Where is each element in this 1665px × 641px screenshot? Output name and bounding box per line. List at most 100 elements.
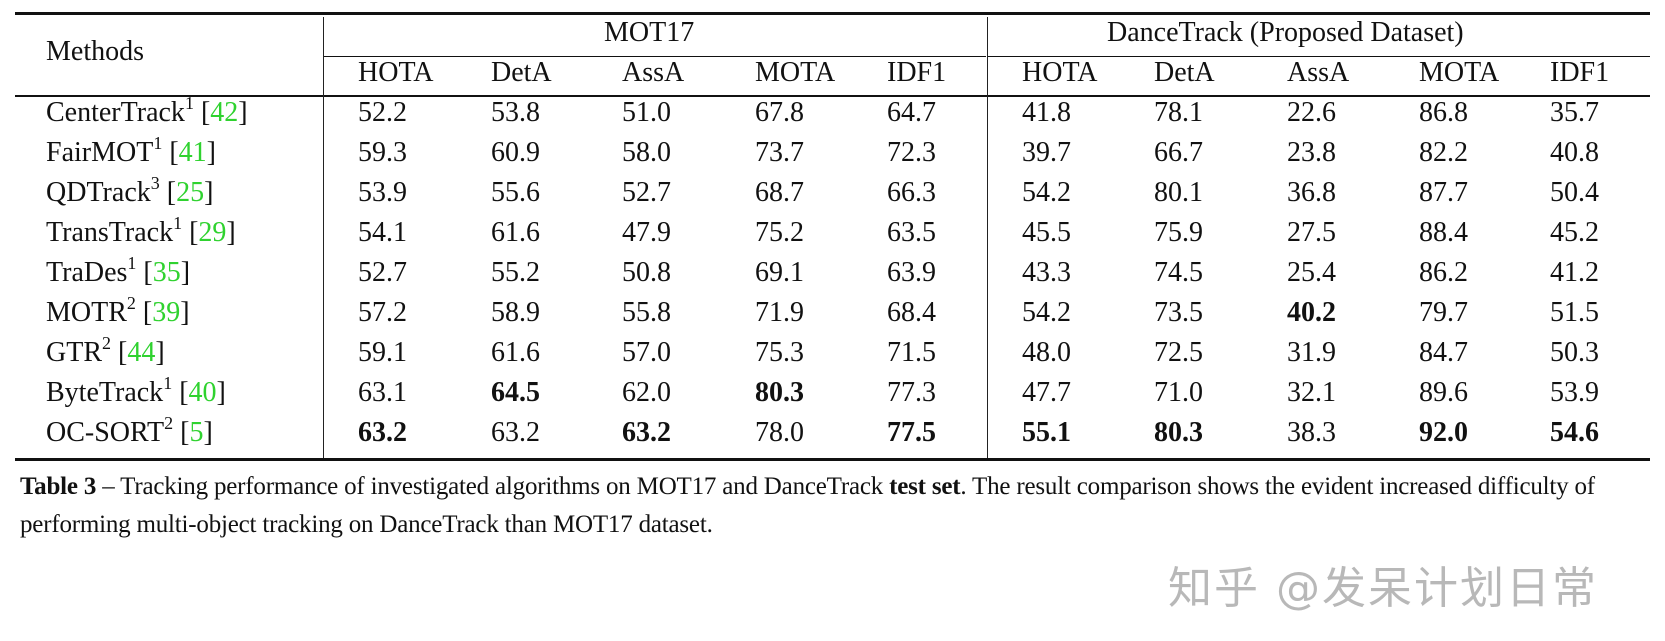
table-cell: 54.1: [358, 217, 407, 248]
methods-header: Methods: [46, 36, 144, 67]
table-cell: 23.8: [1287, 137, 1336, 168]
table-cell: 53.8: [491, 97, 540, 128]
table-cell: 35.7: [1550, 97, 1599, 128]
column-header-mot17-idf1: IDF1: [887, 57, 947, 88]
method-superscript: 1: [153, 132, 163, 153]
table-cell: 84.7: [1419, 337, 1468, 368]
table-header-rule: [15, 95, 1650, 97]
citation-link[interactable]: 40: [188, 377, 217, 408]
citation-link[interactable]: 39: [152, 297, 181, 328]
table-cell: 77.5: [887, 417, 936, 448]
table-cell: 71.9: [755, 297, 804, 328]
table-cell: 32.1: [1287, 377, 1336, 408]
table-cell: 73.5: [1154, 297, 1203, 328]
table-cell: 63.2: [622, 417, 671, 448]
table-caption: Table 3 – Tracking performance of invest…: [20, 468, 1650, 544]
table-cell: 79.7: [1419, 297, 1468, 328]
table-cell: 54.2: [1022, 177, 1071, 208]
column-header-mot17-hota: HOTA: [358, 57, 434, 88]
citation-link[interactable]: 25: [176, 177, 205, 208]
table-cell: 38.3: [1287, 417, 1336, 448]
table-cell: 51.5: [1550, 297, 1599, 328]
column-header-dancetrack-idf1: IDF1: [1550, 57, 1610, 88]
table-cell: 41.8: [1022, 97, 1071, 128]
citation-link[interactable]: 42: [210, 97, 239, 128]
citation-link[interactable]: 35: [152, 257, 181, 288]
table-cell: 58.9: [491, 297, 540, 328]
method-label: MOTR: [46, 297, 127, 328]
caption-dash: –: [96, 473, 121, 500]
method-superscript: 1: [184, 92, 194, 113]
table-cell: 66.7: [1154, 137, 1203, 168]
table-cell: 68.7: [755, 177, 804, 208]
table-cell: 45.2: [1550, 217, 1599, 248]
table-cell: 45.5: [1022, 217, 1071, 248]
citation-link[interactable]: 29: [198, 217, 227, 248]
caption-text-after: . The result comparison shows the eviden…: [20, 473, 1595, 538]
method-superscript: 3: [150, 172, 160, 193]
table-cell: 63.9: [887, 257, 936, 288]
table-cell: 73.7: [755, 137, 804, 168]
dancetrack-subheader-rule: [988, 56, 1650, 57]
table-cell: 25.4: [1287, 257, 1336, 288]
table-cell: 64.7: [887, 97, 936, 128]
table-cell: 61.6: [491, 337, 540, 368]
table-cell: 80.3: [1154, 417, 1203, 448]
table-cell: 71.0: [1154, 377, 1203, 408]
method-name: TraDes1 [35]: [46, 252, 191, 288]
table-cell: 63.5: [887, 217, 936, 248]
table-cell: 57.2: [358, 297, 407, 328]
table-cell: 47.7: [1022, 377, 1071, 408]
column-header-dancetrack-mota: MOTA: [1419, 57, 1500, 88]
citation-link[interactable]: 5: [189, 417, 204, 448]
method-superscript: 2: [164, 412, 174, 433]
table-cell: 54.6: [1550, 417, 1599, 448]
table-cell: 47.9: [622, 217, 671, 248]
table-cell: 55.1: [1022, 417, 1071, 448]
method-superscript: 1: [163, 372, 173, 393]
table-cell: 57.0: [622, 337, 671, 368]
table-cell: 59.3: [358, 137, 407, 168]
citation-link[interactable]: 44: [127, 337, 156, 368]
caption-label: Table 3: [20, 473, 97, 500]
method-superscript: 2: [102, 332, 111, 353]
column-header-dancetrack-hota: HOTA: [1022, 57, 1098, 88]
method-label: ByteTrack: [46, 377, 164, 408]
methods-divider: [323, 17, 324, 458]
table-cell: 69.1: [755, 257, 804, 288]
table-cell: 89.6: [1419, 377, 1468, 408]
table-cell: 71.5: [887, 337, 936, 368]
method-name: TransTrack1 [29]: [46, 212, 236, 248]
table-cell: 31.9: [1287, 337, 1336, 368]
table-cell: 67.8: [755, 97, 804, 128]
table-cell: 92.0: [1419, 417, 1468, 448]
table-cell: 53.9: [1550, 377, 1599, 408]
column-header-mot17-deta: DetA: [491, 57, 552, 88]
table-cell: 77.3: [887, 377, 936, 408]
table-cell: 88.4: [1419, 217, 1468, 248]
table-cell: 27.5: [1287, 217, 1336, 248]
column-header-dancetrack-assa: AssA: [1287, 57, 1350, 88]
group-header-mot17: MOT17: [604, 17, 695, 48]
table-cell: 78.0: [755, 417, 804, 448]
method-name: ByteTrack1 [40]: [46, 372, 226, 408]
citation-link[interactable]: 41: [178, 137, 207, 168]
table-cell: 63.1: [358, 377, 407, 408]
zhihu-watermark: 知乎 @发呆计划日常: [1168, 563, 1598, 614]
table-cell: 53.9: [358, 177, 407, 208]
method-name: MOTR2 [39]: [46, 292, 190, 328]
method-superscript: 1: [173, 212, 183, 233]
table-cell: 80.3: [755, 377, 804, 408]
table-cell: 72.3: [887, 137, 936, 168]
table-cell: 68.4: [887, 297, 936, 328]
table-cell: 72.5: [1154, 337, 1203, 368]
method-label: FairMOT: [46, 137, 154, 168]
table-cell: 75.3: [755, 337, 804, 368]
table-cell: 86.2: [1419, 257, 1468, 288]
method-label: OC-SORT: [46, 417, 165, 448]
group-header-dancetrack: DanceTrack (Proposed Dataset): [1107, 17, 1464, 48]
method-superscript: 2: [126, 292, 136, 313]
method-label: TransTrack: [46, 217, 174, 248]
table-cell: 52.2: [358, 97, 407, 128]
caption-bold-phrase: test set: [889, 473, 961, 500]
